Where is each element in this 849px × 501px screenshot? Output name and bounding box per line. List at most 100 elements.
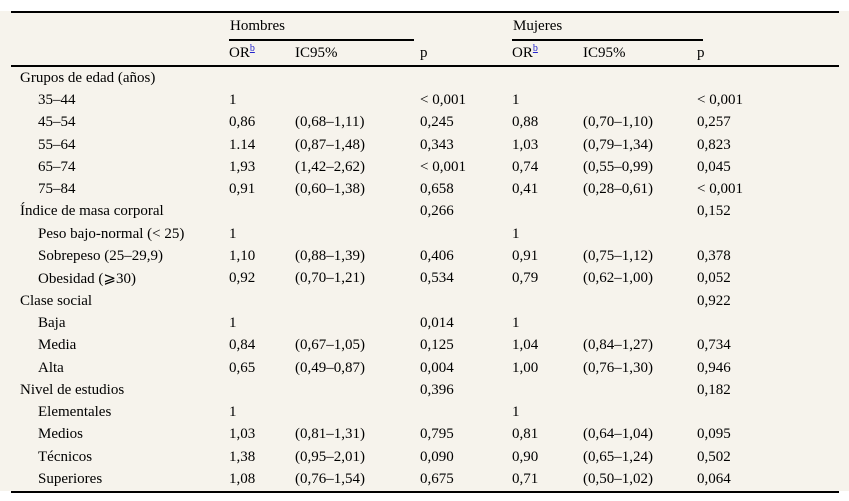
group-header-mujeres: Mujeres [512,18,704,41]
row-label: Nivel de estudios [20,381,125,398]
h-ic-cell: (1,42–2,62) [295,158,365,175]
m-or-cell: 1 [512,225,520,242]
h-ic-cell [295,312,420,334]
h-ic-cell [295,379,420,401]
table-row: 75–84 0,91 (0,60–1,38) 0,658 0,41 (0,28–… [11,178,839,200]
table-section-row: Clase social 0,922 [11,290,839,312]
m-ic-cell: (0,70–1,10) [583,114,654,131]
h-or-cell: 1,10 [229,248,256,265]
h-p-cell: 0,266 [420,203,454,220]
table-row: Elementales 1 1 [11,401,839,423]
h-p-cell: 0,795 [420,426,454,443]
h-p-cell [420,223,512,245]
h-ic-cell [295,223,420,245]
row-label: Grupos de edad (años) [20,69,156,86]
m-or-cell: 0,79 [512,270,539,287]
table-row: Alta 0,65 (0,49–0,87) 0,004 1,00 (0,76–1… [11,357,839,379]
row-label: 65–74 [38,158,76,175]
m-p-cell: 0,152 [697,203,731,220]
table-row: Baja 1 0,014 1 [11,312,839,334]
table-row: Técnicos 1,38 (0,95–2,01) 0,090 0,90 (0,… [11,446,839,468]
m-p-cell [697,223,839,245]
m-p-cell [697,66,839,89]
h-p-cell: 0,396 [420,381,454,398]
row-label: 35–44 [38,91,76,108]
m-p-cell: < 0,001 [697,181,743,198]
h-p-cell [420,401,512,423]
h-p-cell: 0,658 [420,181,454,198]
m-p-cell: 0,064 [697,470,731,487]
h-ic-cell: (0,88–1,39) [295,248,365,265]
m-ic-cell: (0,55–0,99) [583,158,654,175]
h-ic-cell [295,201,420,223]
table-row: 45–54 0,86 (0,68–1,11) 0,245 0,88 (0,70–… [11,112,839,134]
group-header-hombres-cell: Hombres [229,12,512,41]
h-or-cell: 1 [229,91,237,108]
h-p-cell: 0,004 [420,359,454,376]
column-header-row: ORb IC95% p ORb IC95% p [11,41,840,67]
m-or-cell: 1,03 [512,136,539,153]
h-p-cell: 0,406 [420,248,454,265]
h-or-cell: 0,65 [229,359,256,376]
m-or-cell [512,379,583,401]
row-label: Peso bajo-normal (< 25) [38,225,185,242]
h-or-cell: 0,91 [229,181,256,198]
h-p-cell: < 0,001 [420,91,466,108]
m-ic-cell: (0,65–1,24) [583,448,654,465]
col-header-m-or: ORb [512,41,584,67]
m-ic-cell: (0,64–1,04) [583,426,654,443]
m-or-cell: 0,41 [512,181,539,198]
m-p-cell: 0,734 [697,337,731,354]
h-p-cell: 0,675 [420,470,454,487]
m-ic-cell: (0,50–1,02) [583,470,654,487]
h-or-cell: 1 [229,314,237,331]
h-p-cell: 0,534 [420,270,454,287]
m-ic-cell: (0,76–1,30) [583,359,654,376]
row-label: Superiores [38,470,103,487]
m-or-cell: 1,00 [512,359,539,376]
h-p-cell: < 0,001 [420,158,466,175]
or-footnote-link-hombres[interactable]: b [249,42,255,54]
or-footnote-link-mujeres[interactable]: b [532,42,538,54]
h-or-cell: 1,03 [229,426,256,443]
empty-corner-cell [11,12,229,41]
m-p-cell: < 0,001 [697,91,743,108]
regression-results-table: Hombres Mujeres ORb IC95% p ORb IC95% p [11,11,840,493]
h-ic-cell: (0,68–1,11) [295,114,365,131]
group-header-hombres: Hombres [229,18,414,41]
h-or-cell [229,290,295,312]
row-label: Clase social [20,292,93,309]
h-ic-cell [295,290,420,312]
table-row: Obesidad (⩾30) 0,92 (0,70–1,21) 0,534 0,… [11,268,839,290]
m-ic-cell [583,89,697,111]
row-label: Media [38,337,77,354]
m-ic-cell: (0,79–1,34) [583,136,654,153]
h-or-cell: 1 [229,404,237,421]
m-ic-cell: (0,28–0,61) [583,181,654,198]
m-p-cell: 0,045 [697,158,731,175]
m-p-cell: 0,922 [697,292,731,309]
table-row: Superiores 1,08 (0,76–1,54) 0,675 0,71 (… [11,468,839,491]
h-p-cell [420,290,512,312]
table-row: 65–74 1,93 (1,42–2,62) < 0,001 0,74 (0,5… [11,156,839,178]
h-ic-cell: (0,87–1,48) [295,136,365,153]
table-background: Hombres Mujeres ORb IC95% p ORb IC95% p [0,11,849,493]
m-p-cell [697,312,839,334]
h-ic-cell: (0,76–1,54) [295,470,365,487]
m-p-cell: 0,052 [697,270,731,287]
or-label: OR [512,44,533,61]
h-or-cell: 1,08 [229,470,256,487]
col-header-h-or: ORb [229,41,295,67]
m-or-cell: 0,71 [512,470,539,487]
m-p-cell: 0,502 [697,448,731,465]
empty-corner-cell [11,41,229,67]
table-section-row: Índice de masa corporal 0,266 0,152 [11,201,839,223]
col-header-m-p: p [697,41,840,67]
h-ic-cell: (0,67–1,05) [295,337,365,354]
row-label: Obesidad (⩾30) [38,271,136,288]
m-or-cell [512,290,583,312]
row-label: Alta [38,359,64,376]
table-section-row: Nivel de estudios 0,396 0,182 [11,379,839,401]
m-p-cell: 0,946 [697,359,731,376]
